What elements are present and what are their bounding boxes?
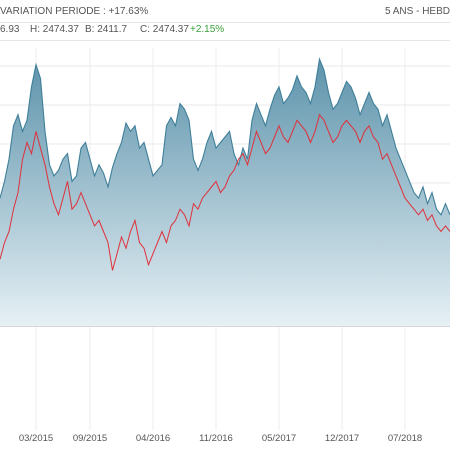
chart-header: VARIATION PERIODE : +17.63% 5 ANS - HEBD [0, 0, 450, 23]
variation-title: VARIATION PERIODE : +17.63% [0, 6, 149, 17]
open-value: 6.93 [0, 24, 20, 35]
close-value: C: 2474.37 [140, 24, 189, 35]
x-tick-label: 05/2017 [262, 433, 296, 444]
x-tick-label: 04/2016 [136, 433, 170, 444]
low-value: B: 2411.7 [85, 24, 128, 35]
price-area-line [0, 57, 450, 216]
x-tick-label: 12/2017 [325, 433, 359, 444]
high-value: H: 2474.37 [30, 24, 79, 35]
ohlc-readout: 6.93 H: 2474.37 B: 2411.7 C: 2474.37 +2.… [0, 24, 450, 38]
panel-separator [0, 326, 450, 327]
x-tick-label: 03/2015 [19, 433, 53, 444]
change-value: +2.15% [190, 24, 225, 35]
x-tick-label: 11/2016 [199, 433, 233, 444]
x-tick-label: 07/2018 [388, 433, 422, 444]
period-selector[interactable]: 5 ANS - HEBD [384, 6, 450, 17]
price-area-fill [0, 59, 450, 326]
chart-top-border [0, 40, 450, 41]
comparison-line [0, 113, 450, 271]
x-axis-ticks: 03/2015 09/2015 04/2016 11/2016 05/2017 12/20… [19, 433, 422, 444]
x-tick-label: 09/2015 [73, 433, 107, 444]
